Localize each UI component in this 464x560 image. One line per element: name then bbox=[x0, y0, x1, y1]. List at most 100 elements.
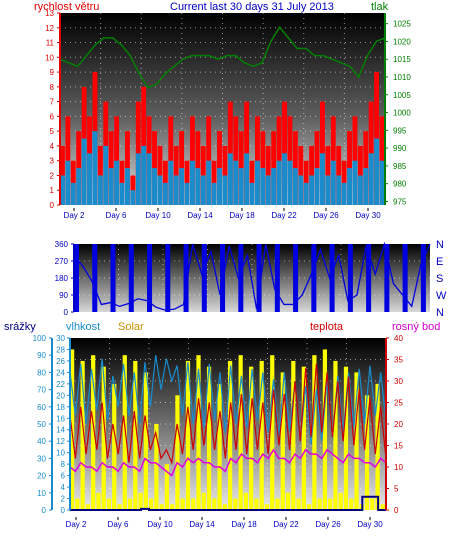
temperature-humidity-chart: 0102030405060708090100024681012141618202… bbox=[33, 334, 404, 529]
direction-wrap-band bbox=[165, 244, 171, 312]
y-right-tick-label: 1010 bbox=[393, 73, 411, 82]
direction-wrap-band bbox=[128, 244, 134, 312]
solar-bar bbox=[191, 498, 196, 510]
wind-avg-bar bbox=[70, 182, 76, 205]
solar-bar bbox=[206, 366, 212, 510]
wind-avg-bar bbox=[249, 182, 255, 205]
direction-wrap-band bbox=[238, 244, 244, 312]
y-left-tick-label: 0 bbox=[50, 201, 55, 210]
x-tick-label: Day 10 bbox=[145, 211, 171, 220]
x-tick-label: Day 2 bbox=[66, 520, 87, 529]
dewpoint-label: rosný bod bbox=[392, 321, 441, 333]
wind-avg-bar bbox=[363, 168, 369, 205]
wind-avg-bar bbox=[114, 160, 120, 205]
y-right-tick-label: 15 bbox=[394, 442, 403, 451]
pressure-line bbox=[59, 25, 386, 89]
x-tick-label: Day 22 bbox=[273, 520, 299, 529]
y-left-tick-label: 14 bbox=[56, 426, 65, 435]
solar-bar bbox=[196, 355, 201, 510]
y-left-tick-label: 28 bbox=[56, 345, 65, 354]
direction-wrap-band bbox=[147, 244, 153, 312]
wind-avg-bar bbox=[200, 175, 206, 205]
wind-avg-bar bbox=[341, 182, 347, 205]
solar-bar bbox=[322, 349, 328, 510]
solar-bar bbox=[159, 504, 164, 510]
solar-bar bbox=[380, 504, 385, 510]
x-tick-label: Day 26 bbox=[315, 520, 341, 529]
y-right-tick-label: 30 bbox=[394, 377, 403, 386]
compass-label: N bbox=[436, 307, 444, 319]
wind-avg-bar bbox=[162, 182, 168, 205]
wind-avg-bar bbox=[357, 175, 363, 205]
y-right-tick-label: 985 bbox=[393, 162, 407, 171]
solar-bar bbox=[264, 504, 270, 510]
wind-avg-bar bbox=[179, 168, 185, 205]
x-tick-label: Day 14 bbox=[187, 211, 213, 220]
y-rain-tick-label: 70 bbox=[37, 386, 46, 395]
wind-avg-bar bbox=[217, 168, 222, 205]
y-rain-tick-label: 20 bbox=[37, 472, 46, 481]
wind-avg-bar bbox=[211, 182, 217, 205]
wind-speed-label: rychlost větru bbox=[34, 1, 100, 13]
solar-bar bbox=[143, 372, 148, 510]
wind-avg-bar bbox=[103, 145, 109, 205]
y-left-tick-label: 26 bbox=[56, 357, 65, 366]
y-left-tick-label: 16 bbox=[56, 414, 65, 423]
wind-avg-bar bbox=[309, 175, 315, 205]
y-left-tick-label: 360 bbox=[55, 240, 69, 249]
wind-gust-bar bbox=[374, 72, 380, 205]
wind-avg-bar bbox=[325, 175, 331, 205]
wind-avg-bar bbox=[303, 182, 309, 205]
y-right-tick-label: 35 bbox=[394, 356, 403, 365]
solar-bar bbox=[364, 395, 370, 510]
solar-bar bbox=[164, 464, 170, 510]
wind-avg-bar bbox=[374, 138, 380, 205]
wind-avg-bar bbox=[260, 168, 266, 205]
solar-bar bbox=[149, 498, 154, 510]
solar-bar bbox=[175, 395, 180, 510]
y-left-tick-label: 30 bbox=[56, 334, 65, 343]
solar-bar bbox=[307, 504, 312, 510]
solar-bar bbox=[117, 504, 122, 510]
y-rain-tick-label: 40 bbox=[37, 437, 46, 446]
solar-bar bbox=[233, 498, 238, 510]
solar-bar bbox=[122, 355, 127, 510]
wind-avg-bar bbox=[206, 160, 212, 205]
y-right-tick-label: 995 bbox=[393, 126, 407, 135]
temperature-label: teplota bbox=[310, 321, 344, 333]
solar-bar bbox=[275, 498, 280, 510]
wind-avg-bar bbox=[81, 138, 87, 205]
x-tick-label: Day 18 bbox=[229, 211, 255, 220]
y-right-tick-label: 20 bbox=[394, 420, 403, 429]
wind-avg-bar bbox=[135, 153, 141, 205]
solar-bar bbox=[291, 360, 296, 510]
solar-bar bbox=[349, 498, 354, 510]
y-left-tick-label: 180 bbox=[55, 274, 69, 283]
compass-label: W bbox=[436, 290, 447, 302]
y-right-tick-label: 990 bbox=[393, 144, 407, 153]
wind-avg-bar bbox=[287, 160, 293, 205]
x-tick-label: Day 14 bbox=[189, 520, 215, 529]
x-tick-label: Day 18 bbox=[231, 520, 257, 529]
compass-label: S bbox=[436, 273, 443, 285]
x-tick-label: Day 10 bbox=[147, 520, 173, 529]
y-left-tick-label: 12 bbox=[56, 437, 65, 446]
direction-line bbox=[73, 241, 431, 311]
direction-wrap-band bbox=[110, 244, 116, 312]
direction-wrap-band bbox=[384, 244, 390, 312]
solar-bar bbox=[296, 498, 301, 510]
solar-bar bbox=[370, 498, 375, 510]
wind-avg-bar bbox=[292, 168, 298, 205]
solar-bar bbox=[180, 498, 185, 510]
wind-avg-bar bbox=[244, 153, 250, 205]
y-left-tick-label: 10 bbox=[45, 53, 54, 62]
solar-bar bbox=[170, 504, 175, 510]
x-tick-label: Day 26 bbox=[313, 211, 339, 220]
chart-title: Current last 30 days 31 July 2013 bbox=[170, 1, 334, 13]
solar-bar bbox=[328, 498, 333, 510]
y-right-tick-label: 0 bbox=[394, 506, 399, 515]
y-right-tick-label: 1000 bbox=[393, 109, 411, 118]
